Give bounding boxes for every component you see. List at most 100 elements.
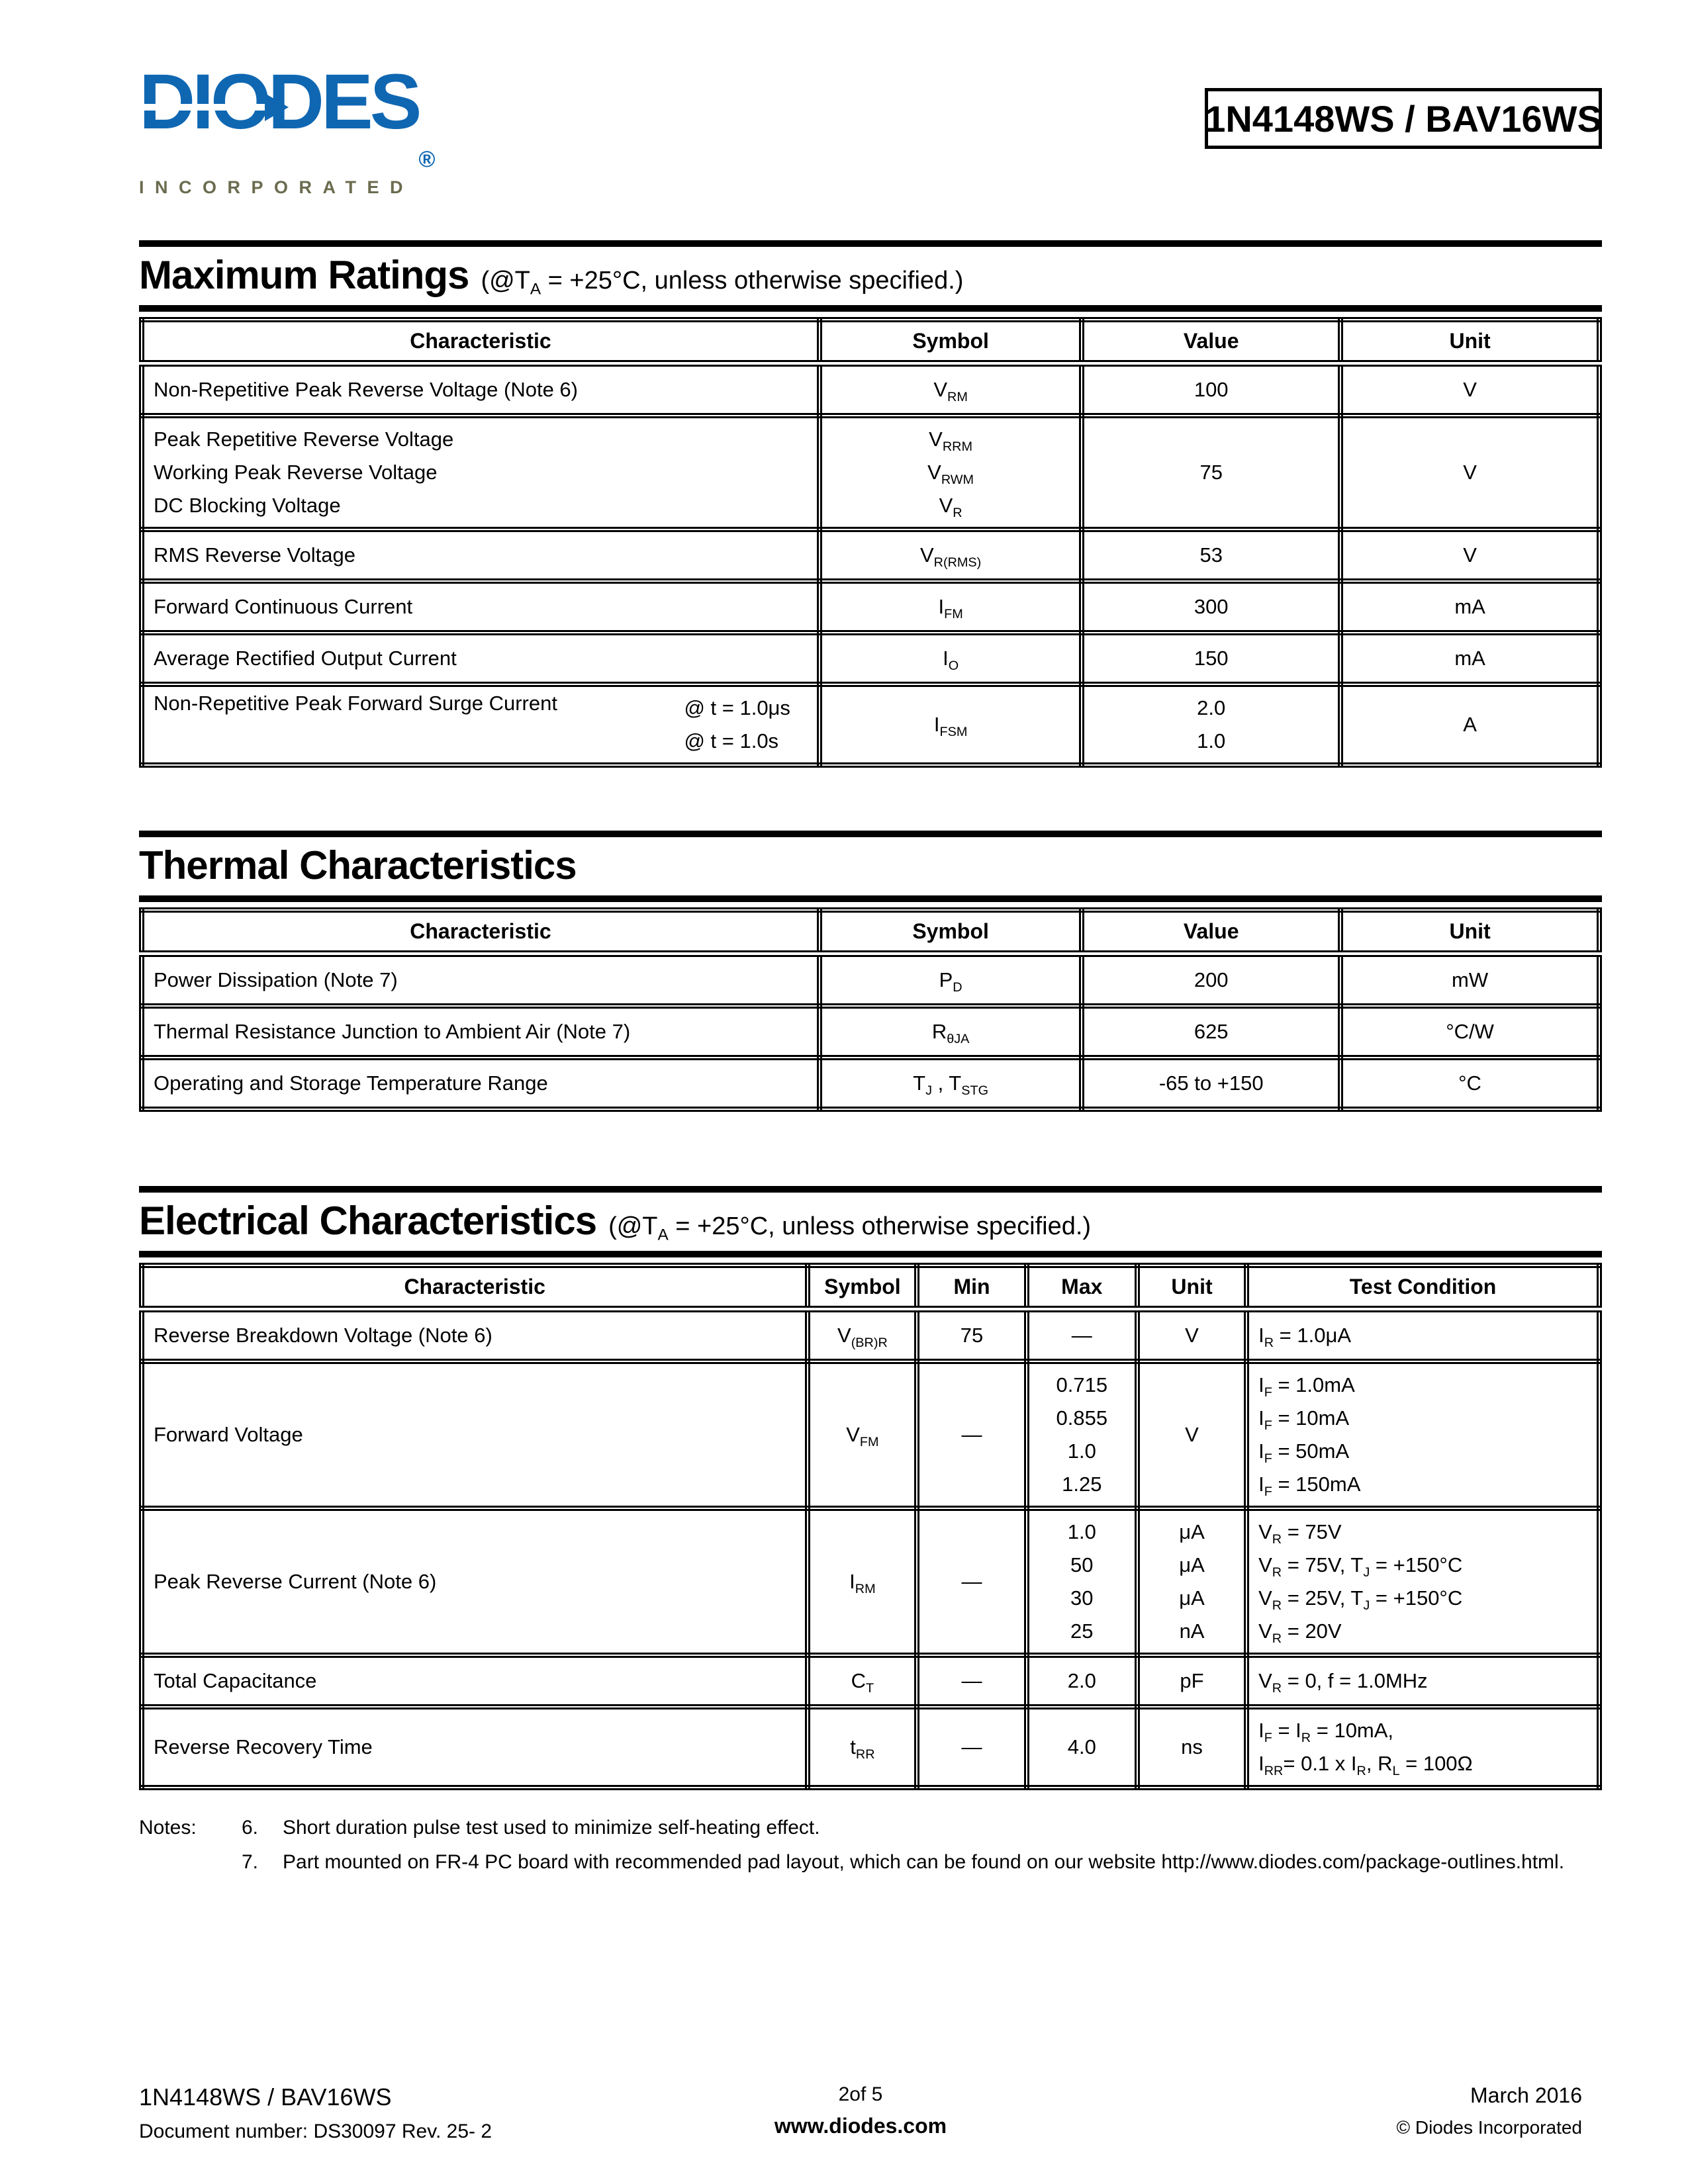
max-line: 30 — [1070, 1586, 1094, 1610]
max-cell: 2.0 — [1023, 1653, 1140, 1709]
col-header-value: Value — [1079, 317, 1344, 367]
symbol-line: VRRM — [929, 428, 973, 455]
max-cell: — — [1023, 1306, 1140, 1364]
symbol-cell: V(BR)R — [805, 1306, 920, 1364]
symbol-cell: tRR — [805, 1704, 920, 1790]
max-line: 25 — [1070, 1619, 1094, 1643]
footer-left: 1N4148WS / BAV16WS Document number: DS30… — [139, 2083, 774, 2143]
symbol-cell: CT — [805, 1653, 920, 1709]
table-row: Power Dissipation (Note 7) PD 200 mW — [139, 951, 1602, 1009]
condition-line: VR = 75V — [1258, 1520, 1342, 1547]
characteristic-cell: Power Dissipation (Note 7) — [139, 951, 822, 1009]
max-line: 1.25 — [1062, 1473, 1102, 1496]
unit-cell: mA — [1338, 630, 1602, 687]
unit-cell: pF — [1134, 1653, 1250, 1709]
section-electrical-characteristics: Electrical Characteristics (@TA = +25°C,… — [138, 1186, 1602, 1790]
min-cell: — — [914, 1653, 1029, 1709]
table-row: Operating and Storage Temperature Range … — [139, 1055, 1602, 1112]
surge-characteristic: Non-Repetitive Peak Forward Surge Curren… — [154, 692, 813, 758]
characteristic-cell: Non-Repetitive Peak Forward Surge Curren… — [139, 682, 822, 768]
section-rule — [139, 305, 1602, 312]
characteristic-cell: Non-Repetitive Peak Reverse Voltage (Not… — [139, 361, 822, 418]
condition-line: IF = 1.0mA — [1258, 1373, 1355, 1400]
section-maximum-ratings: Maximum Ratings (@TA = +25°C, unless oth… — [139, 240, 1602, 768]
table-row: Forward Continuous Current IFM 300 mA — [139, 578, 1602, 635]
unit-cell: °C — [1338, 1055, 1602, 1112]
surge-condition-line: @ t = 1.0s — [684, 729, 779, 752]
characteristic-cell: Reverse Breakdown Voltage (Note 6) — [138, 1306, 811, 1364]
characteristic-cell: Average Rectified Output Current — [139, 630, 822, 687]
table-row: Peak Reverse Current (Note 6) IRM — 1.0 … — [138, 1506, 1602, 1658]
notes-label: Notes: — [139, 1817, 197, 1839]
section-title: Thermal Characteristics — [139, 843, 577, 887]
note-text: Part mounted on FR-4 PC board with recom… — [283, 1851, 1565, 1873]
part-number-box: 1N4148WS / BAV16WS — [1205, 88, 1602, 149]
condition-line: VR = 75V, TJ = +150°C — [1258, 1553, 1463, 1580]
condition-lines: IF = 1.0mA IF = 10mA IF = 50mA IF = 150m… — [1258, 1369, 1593, 1501]
test-condition-cell: VR = 75V VR = 75V, TJ = +150°C VR = 25V,… — [1244, 1506, 1602, 1658]
notes-block: Notes: 6. Short duration pulse test used… — [139, 1813, 1602, 1878]
characteristic-line: DC Blocking Voltage — [154, 494, 341, 517]
symbol-line: VRWM — [927, 461, 974, 488]
page-header: DIODES® INCORPORATED 1N4148WS / BAV16WS — [139, 63, 1602, 197]
table-row: Peak Repetitive Reverse Voltage Working … — [139, 413, 1602, 532]
table-header-row: Characteristic Symbol Min Max Unit Test … — [138, 1263, 1602, 1312]
max-lines: 1.0 50 30 25 — [1033, 1516, 1131, 1648]
value-cell: 2.0 1.0 — [1079, 682, 1344, 768]
max-line: 1.0 — [1067, 1439, 1096, 1463]
unit-cell: mA — [1338, 578, 1602, 635]
characteristic-cell: Forward Continuous Current — [139, 578, 822, 635]
unit-cell: mW — [1338, 951, 1602, 1009]
max-line: 50 — [1070, 1553, 1094, 1576]
section-subtitle: (@TA = +25°C, unless otherwise specified… — [608, 1212, 1092, 1244]
symbol-lines: VRRM VRWM VR — [826, 423, 1075, 522]
maximum-ratings-table: Characteristic Symbol Value Unit Non-Rep… — [139, 317, 1602, 768]
unit-line: μA — [1179, 1520, 1205, 1543]
col-header-characteristic: Characteristic — [138, 1263, 811, 1312]
table-header-row: Characteristic Symbol Value Unit — [139, 907, 1602, 957]
surge-conditions: @ t = 1.0μs @ t = 1.0s — [684, 692, 790, 758]
section-rule — [139, 831, 1602, 837]
unit-cell: V — [1134, 1306, 1250, 1364]
characteristic-cell: Thermal Resistance Junction to Ambient A… — [139, 1003, 822, 1060]
characteristic-cell: RMS Reverse Voltage — [139, 527, 822, 584]
note-row: Notes: 6. Short duration pulse test used… — [139, 1813, 1602, 1843]
footer-center: 2of 5 www.diodes.com — [774, 2083, 947, 2138]
condition-line: IF = IR = 10mA, — [1258, 1719, 1394, 1746]
value-lines: 2.0 1.0 — [1088, 692, 1334, 758]
table-row: Thermal Resistance Junction to Ambient A… — [139, 1003, 1602, 1060]
characteristic-line: Working Peak Reverse Voltage — [154, 461, 438, 484]
col-header-value: Value — [1079, 907, 1344, 957]
symbol-cell: VRM — [816, 361, 1085, 418]
electrical-characteristics-table: Characteristic Symbol Min Max Unit Test … — [138, 1263, 1602, 1790]
section-rule — [139, 1186, 1602, 1193]
notes-label-spacer — [139, 1847, 242, 1878]
section-title: Electrical Characteristics — [139, 1199, 597, 1243]
unit-cell: μA μA μA nA — [1134, 1506, 1250, 1658]
unit-line: μA — [1179, 1586, 1205, 1610]
characteristic-cell: Reverse Recovery Time — [138, 1704, 811, 1790]
section-rule — [139, 895, 1602, 902]
characteristic-lines: Peak Repetitive Reverse Voltage Working … — [154, 423, 813, 522]
value-cell: 75 — [1079, 413, 1344, 532]
footer-right: March 2016 © Diodes Incorporated — [947, 2083, 1582, 2138]
col-header-test-condition: Test Condition — [1244, 1263, 1602, 1312]
test-condition-cell: VR = 0, f = 1.0MHz — [1244, 1653, 1602, 1709]
value-cell: 625 — [1079, 1003, 1344, 1060]
logo-arrow-icon — [265, 93, 289, 121]
col-header-max: Max — [1023, 1263, 1140, 1312]
col-header-symbol: Symbol — [816, 317, 1085, 367]
characteristic-line: Non-Repetitive Peak Forward Surge Curren… — [154, 692, 557, 715]
test-condition-cell: IF = IR = 10mA, IRR= 0.1 x IR, RL = 100Ω — [1244, 1704, 1602, 1790]
table-row: RMS Reverse Voltage VR(RMS) 53 V — [139, 527, 1602, 584]
condition-line: IF = 150mA — [1258, 1473, 1361, 1500]
note-text: Short duration pulse test used to minimi… — [283, 1817, 820, 1839]
symbol-cell: TJ , TSTG — [816, 1055, 1085, 1112]
condition-lines: IF = IR = 10mA, IRR= 0.1 x IR, RL = 100Ω — [1258, 1714, 1593, 1780]
col-header-min: Min — [914, 1263, 1029, 1312]
section-rule — [139, 240, 1602, 247]
table-row: Forward Voltage VFM — 0.715 0.855 1.0 1.… — [138, 1359, 1602, 1511]
unit-cell: V — [1338, 361, 1602, 418]
max-cell: 4.0 — [1023, 1704, 1140, 1790]
col-header-characteristic: Characteristic — [139, 317, 822, 367]
